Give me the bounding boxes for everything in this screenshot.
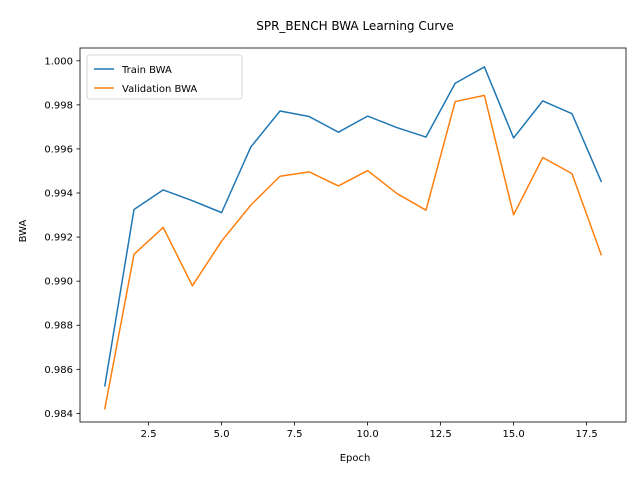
y-tick-label: 0.994 — [44, 189, 73, 200]
y-tick-label: 0.990 — [44, 277, 73, 288]
y-axis-ticks: 0.984 0.986 0.988 0.990 0.992 0.994 0.996 0.998… — [44, 56, 80, 420]
x-axis-ticks: 2.5 5.0 7.5 10.0 12.5 15.0 17.5 — [141, 422, 598, 440]
x-tick-label: 17.5 — [575, 429, 597, 440]
legend: Train BWA Validation BWA — [86, 54, 243, 100]
y-tick-label: 0.996 — [44, 144, 73, 155]
chart-title: SPR_BENCH BWA Learning Curve — [256, 19, 454, 33]
x-axis-label: Epoch — [340, 453, 371, 464]
x-tick-label: 7.5 — [287, 429, 303, 440]
y-tick-label: 0.998 — [44, 100, 73, 111]
x-tick-label: 2.5 — [141, 429, 157, 440]
axes-box — [79, 47, 627, 423]
legend-label: Train BWA — [121, 65, 172, 76]
y-tick-label: 0.992 — [44, 233, 73, 244]
series-lines — [103, 66, 603, 410]
legend-box — [86, 54, 243, 100]
series-line-2 — [103, 94, 603, 410]
legend-label: Validation BWA — [122, 84, 197, 95]
y-tick-label: 1.000 — [44, 56, 73, 67]
x-tick-label: 12.5 — [429, 429, 451, 440]
x-tick-label: 10.0 — [356, 429, 378, 440]
y-tick-label: 0.984 — [44, 409, 73, 420]
y-tick-label: 0.986 — [44, 365, 73, 376]
y-axis-label: BWA — [18, 219, 29, 242]
x-tick-label: 15.0 — [502, 429, 524, 440]
x-tick-label: 5.0 — [214, 429, 230, 440]
y-tick-label: 0.988 — [44, 321, 73, 332]
axes-frame — [79, 47, 627, 423]
series-line-1 — [103, 66, 603, 387]
